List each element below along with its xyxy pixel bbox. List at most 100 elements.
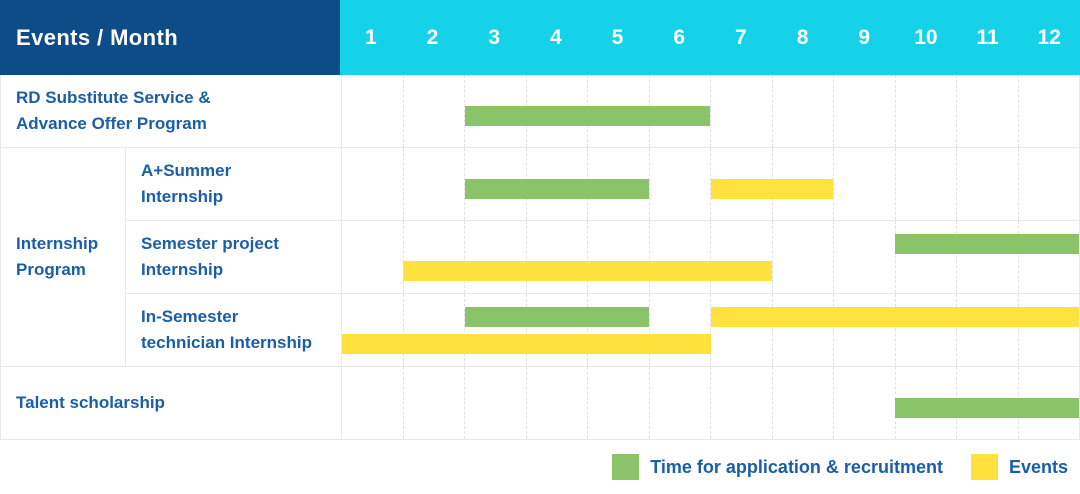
month-grid-cell: [771, 221, 834, 293]
month-grid-cell: [833, 294, 895, 366]
month-grid-cell: [710, 294, 772, 366]
month-label: 12: [1037, 25, 1061, 49]
month-grid-cell: [771, 294, 834, 366]
row-label: RD Substitute Service & Advance Offer Pro…: [1, 75, 341, 147]
row-label-line: technician Internship: [141, 333, 312, 352]
row-label: In-Semester technician Internship: [125, 294, 341, 366]
table-header: Events / Month 1 2 3 4 5 6 7 8 9 10 11 12: [0, 0, 1080, 75]
month-grid-cell: [464, 294, 526, 366]
row-label-line: Advance Offer Program: [16, 114, 207, 133]
legend-label: Events: [1008, 456, 1068, 477]
month-grid: [341, 221, 1079, 293]
month-grid-cell: [342, 148, 403, 220]
group-label-line: Program: [16, 260, 86, 279]
gantt-bar-yellow: [710, 179, 834, 199]
month-grid-cell: [648, 367, 711, 439]
month-grid-cell: [402, 148, 465, 220]
month-grid-cell: [956, 221, 1018, 293]
month-grid-cell: [894, 75, 957, 147]
month-grid-cell: [525, 294, 588, 366]
month-label: 6: [673, 25, 686, 49]
month-grid-cell: [648, 221, 711, 293]
month-grid-cell: [402, 221, 465, 293]
month-grid-cell: [342, 221, 403, 293]
legend-swatch-yellow: [970, 454, 998, 480]
gantt-bar-green: [894, 398, 1079, 418]
month-grid-cell: [648, 294, 711, 366]
month-grid-cell: [342, 367, 403, 439]
legend-label: Time for application & recruitment: [650, 456, 943, 477]
gantt-bar-yellow: [403, 261, 772, 281]
month-grid-cell: [710, 367, 772, 439]
legend-item: Time for application & recruitment: [612, 454, 943, 480]
gantt-bar-green: [894, 234, 1079, 254]
row-label-line: Internship: [141, 187, 224, 206]
gantt-bar-green: [464, 106, 711, 126]
row-label-line: Talent scholarship: [16, 393, 165, 412]
month-grid-cell: [1017, 75, 1080, 147]
month-grid-cell: [525, 221, 588, 293]
month-grid-cell: [402, 367, 465, 439]
month-grid: [341, 148, 1079, 220]
events-month-header: Events / Month: [0, 0, 340, 75]
gantt-row: A+Summer Internship: [1, 148, 1079, 221]
gantt-bar-yellow: [342, 334, 711, 354]
month-label: 2: [426, 25, 439, 49]
gantt-row: In-Semester technician Internship: [1, 294, 1079, 367]
month-grid-cell: [342, 294, 403, 366]
month-label: 7: [735, 25, 747, 49]
month-grid-cell: [587, 221, 649, 293]
month-grid-cell: [648, 148, 711, 220]
month-grid-cell: [464, 221, 526, 293]
row-label: A+Summer Internship: [125, 148, 341, 220]
month-grid-cell: [833, 75, 895, 147]
month-grid-cell: [833, 221, 895, 293]
month-grid-cell: [710, 75, 772, 147]
month-grid-cell: [525, 367, 588, 439]
month-grid-cell: [587, 294, 649, 366]
month-grid-cell: [771, 75, 834, 147]
month-grid: [341, 294, 1079, 366]
row-label-line: A+Summer: [141, 161, 232, 180]
month-grid-cell: [1017, 294, 1080, 366]
row-label: Semester project Internship: [125, 221, 341, 293]
month-grid-cell: [710, 148, 772, 220]
gantt-row: Talent scholarship: [1, 367, 1079, 440]
gantt-bar-yellow: [710, 307, 1079, 327]
month-label: 10: [914, 25, 938, 49]
month-grid-cell: [464, 75, 526, 147]
month-grid-cell: [464, 148, 526, 220]
month-header-row: 1 2 3 4 5 6 7 8 9 10 11 12: [340, 0, 1080, 75]
month-grid-cell: [894, 294, 957, 366]
legend-swatch-green: [612, 454, 640, 480]
row-label-line: In-Semester: [141, 307, 239, 326]
row-label: Talent scholarship: [1, 367, 341, 439]
month-grid-cell: [1017, 148, 1080, 220]
month-grid-cell: [587, 367, 649, 439]
gantt-row: Semester project Internship: [1, 221, 1079, 294]
month-grid-cell: [402, 294, 465, 366]
row-label-line: RD Substitute Service &: [16, 88, 211, 107]
month-label: 1: [364, 25, 377, 49]
month-grid-cell: [342, 75, 403, 147]
row-label-line: Semester project: [141, 234, 279, 253]
month-label: 9: [858, 25, 871, 49]
legend-item: Events: [970, 454, 1068, 480]
month-grid-cell: [956, 75, 1018, 147]
month-grid-cell: [894, 221, 957, 293]
month-grid-cell: [710, 221, 772, 293]
row-group-label: Internship Program: [1, 148, 125, 366]
group-label-line: Internship: [16, 234, 99, 253]
month-grid-cell: [894, 148, 957, 220]
month-label: 5: [611, 25, 624, 49]
month-label: 4: [550, 25, 562, 49]
gantt-row: RD Substitute Service & Advance Offer Pro…: [1, 75, 1079, 148]
gantt-table: Events / Month 1 2 3 4 5 6 7 8 9 10 11 12 RD Substi…: [0, 0, 1080, 440]
gantt-body: RD Substitute Service & Advance Offer Pro…: [0, 75, 1080, 440]
month-grid-cell: [771, 367, 834, 439]
month-grid-cell: [464, 367, 526, 439]
month-label: 11: [976, 25, 999, 49]
month-label: 8: [796, 25, 809, 49]
row-label-line: Internship: [141, 260, 224, 279]
month-grid-cell: [956, 294, 1018, 366]
